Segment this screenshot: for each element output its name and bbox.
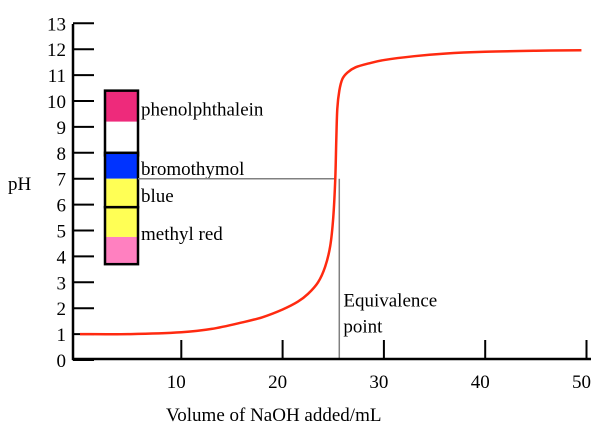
y-tick-label: 7 — [57, 170, 67, 191]
indicator-high-color — [105, 90, 138, 122]
indicator-box — [103, 205, 140, 266]
y-tick-label: 1 — [57, 325, 67, 346]
indicator-low-color — [105, 121, 138, 156]
x-tick-label: 20 — [268, 372, 287, 393]
indicator-legend: phenolphthalein bromothymol blue methyl red — [103, 89, 264, 266]
indicator-high-color — [105, 207, 138, 237]
indicator-high-color — [105, 152, 138, 179]
indicator-label: bromothymol — [141, 159, 244, 180]
annotation-equivalence: Equivalence — [343, 290, 437, 311]
x-tick-label: 40 — [471, 372, 490, 393]
indicator-label-2: blue — [141, 186, 174, 207]
y-axis-label: pH — [8, 174, 32, 195]
y-tick-label: 8 — [57, 144, 67, 165]
indicator-label: methyl red — [141, 224, 223, 245]
y-tick-label: 3 — [57, 273, 67, 294]
series-line — [79, 48, 582, 336]
y-tick-label: 6 — [57, 196, 67, 217]
indicator-bromothymol: bromothymol blue — [103, 151, 244, 209]
y-tick-label: 13 — [47, 14, 66, 35]
indicator-low-color — [105, 236, 138, 265]
indicator-methyl-red: methyl red — [103, 205, 223, 266]
indicator-label: phenolphthalein — [141, 100, 264, 121]
y-tick-label: 4 — [57, 247, 67, 268]
y-tick-label: 11 — [48, 66, 66, 87]
y-tick-label: 10 — [47, 92, 66, 113]
x-axis-ticks: 10 20 30 40 50 — [167, 340, 591, 393]
y-tick-label: 9 — [57, 118, 67, 139]
y-tick-label: 2 — [57, 299, 67, 320]
x-tick-label: 50 — [572, 372, 591, 393]
x-tick-label: 30 — [369, 372, 388, 393]
indicator-phenolphthalein: phenolphthalein — [103, 89, 264, 157]
y-tick-label: 0 — [57, 351, 67, 372]
indicator-low-color — [105, 178, 138, 208]
x-axis-label: Volume of NaOH added/mL — [166, 405, 381, 426]
y-tick-label: 5 — [57, 222, 67, 243]
annotation-point: point — [343, 316, 383, 337]
y-tick-label: 12 — [47, 40, 66, 61]
x-tick-label: 10 — [167, 372, 186, 393]
